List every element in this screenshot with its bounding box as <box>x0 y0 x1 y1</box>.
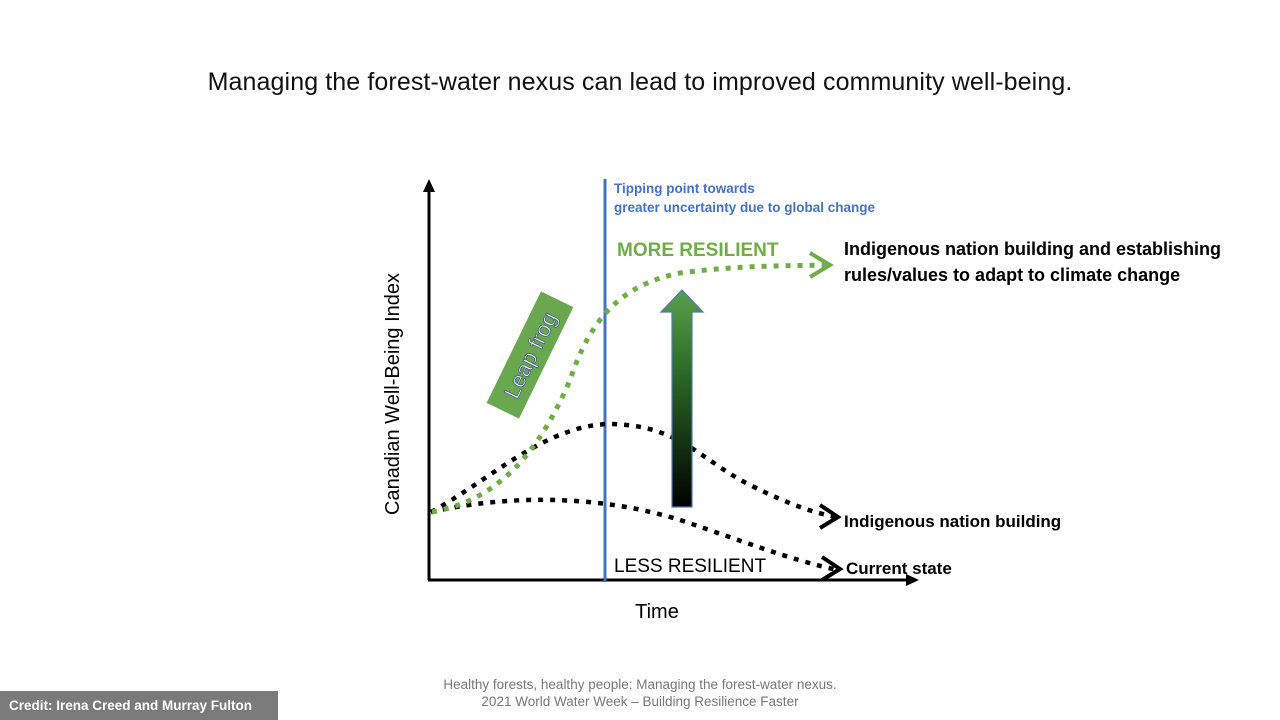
less-resilient-label: LESS RESILIENT <box>614 556 766 577</box>
x-axis-label: Time <box>635 601 679 623</box>
tipping-point-text-2: greater uncertainty due to global change <box>614 200 876 215</box>
x-axis-arrowhead <box>906 574 919 586</box>
more-resilient-label: MORE RESILIENT <box>617 240 779 261</box>
top-curve-label-2: rules/values to adapt to climate change <box>844 265 1180 285</box>
slide-title: Managing the forest-water nexus can lead… <box>207 68 1073 96</box>
credit-badge: Credit: Irena Creed and Murray Fulton <box>0 691 278 720</box>
leap-frog-box: Leap frog <box>486 291 574 419</box>
nation-building-arrowhead <box>818 503 842 530</box>
leap-frog-arrowhead <box>808 251 834 279</box>
axes <box>423 179 919 586</box>
y-axis-arrowhead <box>423 179 435 192</box>
top-curve-label-1: Indigenous nation building and establish… <box>844 239 1221 259</box>
bottom-curve-label: Current state <box>846 559 952 578</box>
resilience-arrow <box>659 289 705 508</box>
footer: Healthy forests, healthy people: Managin… <box>340 676 940 710</box>
current-state-arrowhead <box>820 555 844 582</box>
nation-building-curve <box>429 421 837 520</box>
middle-curve-label: Indigenous nation building <box>844 512 1061 531</box>
current-state-curve <box>430 497 839 573</box>
footer-line-1: Healthy forests, healthy people: Managin… <box>443 677 837 692</box>
footer-line-2: 2021 World Water Week – Building Resilie… <box>481 694 799 709</box>
y-axis-label: Canadian Well-Being Index <box>382 273 404 515</box>
leap-frog-curve <box>431 262 829 515</box>
tipping-point-text-1: Tipping point towards <box>614 181 755 196</box>
